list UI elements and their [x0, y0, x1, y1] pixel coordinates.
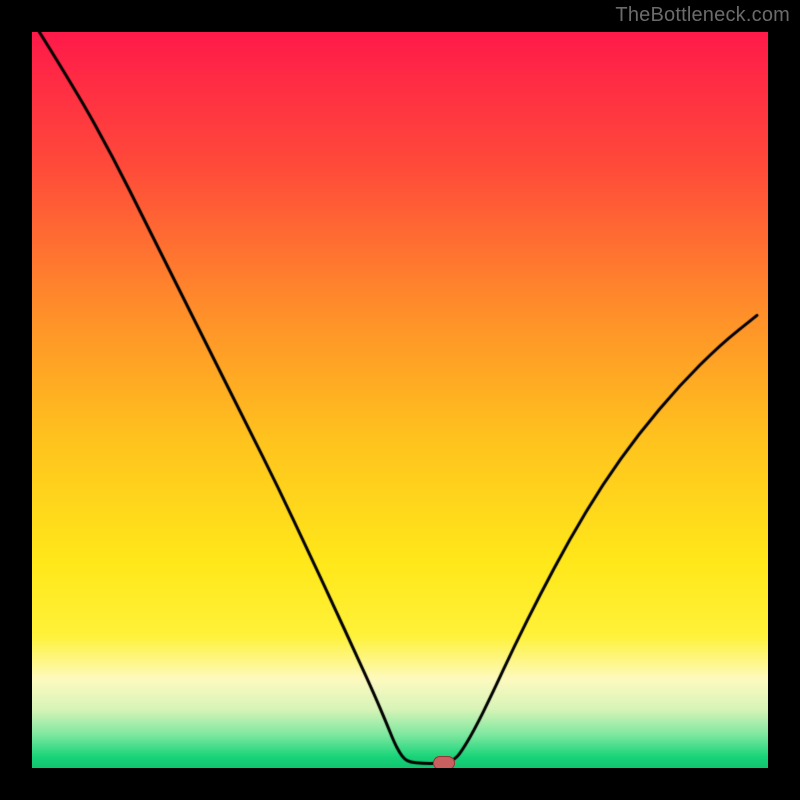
- plot-area: [32, 32, 768, 768]
- watermark-label: TheBottleneck.com: [615, 4, 790, 27]
- optimal-point-marker: [433, 756, 455, 768]
- chart-root: TheBottleneck.com: [0, 0, 800, 800]
- bottleneck-curve: [32, 32, 768, 768]
